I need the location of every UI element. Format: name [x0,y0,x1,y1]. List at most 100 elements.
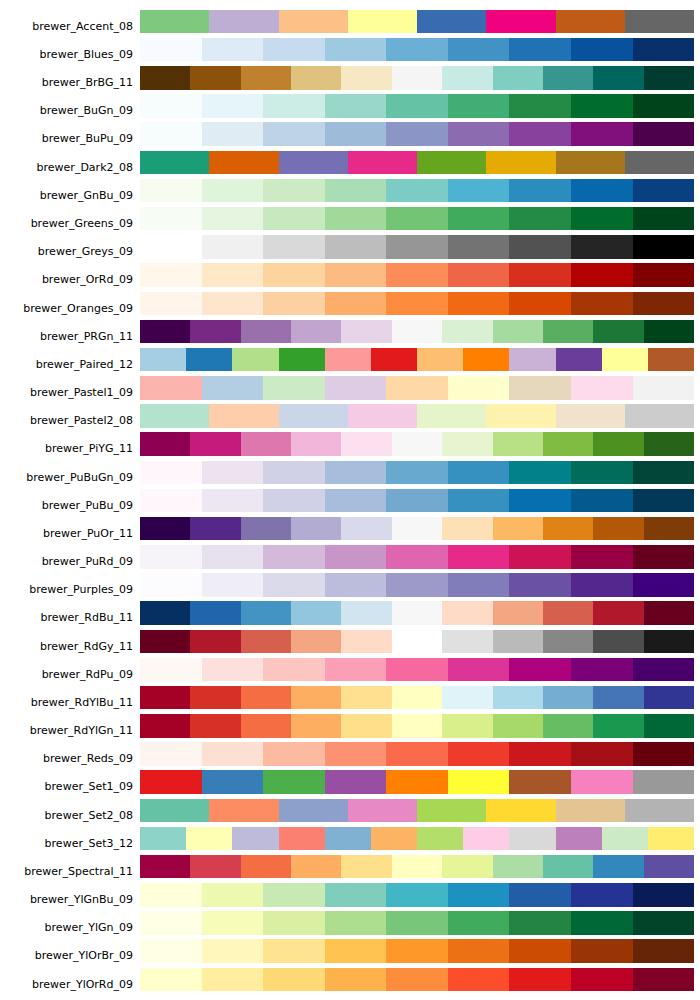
color-swatch [448,235,510,259]
palette-row: brewer_Set3_12 [0,827,700,851]
color-swatch [386,263,448,287]
color-swatch [509,883,571,907]
color-swatch [463,827,509,851]
color-swatch [633,263,695,287]
color-swatch [386,38,448,62]
color-swatch [325,292,387,316]
color-swatch [633,461,695,485]
color-swatch [209,10,278,34]
color-swatch [386,376,448,400]
color-swatch [386,207,448,231]
palette-label: brewer_OrRd_09 [0,268,133,291]
color-swatch [633,122,695,146]
palette-row: brewer_Greys_09 [0,235,700,259]
color-swatch [509,827,555,851]
color-swatch [140,207,202,231]
color-swatch [392,320,442,344]
color-swatch [392,714,442,738]
color-swatch [341,601,391,625]
color-swatch [648,348,694,372]
color-swatch [448,939,510,963]
color-swatch [325,348,371,372]
color-swatch [509,968,571,992]
palette-strip [140,207,694,231]
color-swatch [625,10,694,34]
color-swatch [241,714,291,738]
color-swatch [325,207,387,231]
palette-label: brewer_Pastel1_09 [0,381,133,404]
color-swatch [263,883,325,907]
palette-strip [140,235,694,259]
color-swatch [509,235,571,259]
color-swatch [140,432,190,456]
palette-strip [140,573,694,597]
color-swatch [202,235,264,259]
color-swatch [571,968,633,992]
palette-label: brewer_YlOrRd_09 [0,973,133,996]
color-swatch [417,10,486,34]
color-swatch [386,461,448,485]
color-swatch [202,489,264,513]
color-swatch [392,66,442,90]
color-swatch [140,630,190,654]
palette-row: brewer_Oranges_09 [0,292,700,316]
palette-strip [140,855,694,879]
palette-strip [140,94,694,118]
color-swatch [644,630,694,654]
color-swatch [543,686,593,710]
color-swatch [325,235,387,259]
color-swatch [543,432,593,456]
color-swatch [140,714,190,738]
color-swatch [202,770,264,794]
color-swatch [509,770,571,794]
color-swatch [633,883,695,907]
color-swatch [190,66,240,90]
color-swatch [593,432,643,456]
palette-label: brewer_Set3_12 [0,832,133,855]
color-swatch [325,94,387,118]
color-swatch [202,883,264,907]
color-swatch [140,601,190,625]
palette-strip [140,686,694,710]
palette-label: brewer_Paired_12 [0,353,133,376]
palette-label: brewer_RdYlBu_11 [0,691,133,714]
color-swatch [571,545,633,569]
palette-row: brewer_Spectral_11 [0,855,700,879]
color-swatch [190,320,240,344]
color-swatch [140,38,202,62]
color-swatch [509,292,571,316]
color-swatch [509,939,571,963]
color-swatch [209,404,278,428]
color-swatch [140,461,202,485]
color-swatch [486,151,555,175]
color-swatch [291,630,341,654]
color-swatch [593,66,643,90]
color-swatch [644,517,694,541]
color-swatch [325,658,387,682]
color-swatch [263,376,325,400]
color-swatch [644,66,694,90]
color-swatch [140,742,202,766]
color-swatch [291,432,341,456]
color-swatch [341,630,391,654]
palette-label: brewer_PuBu_09 [0,494,133,517]
color-swatch [202,376,264,400]
color-swatch [633,38,695,62]
color-swatch [140,66,190,90]
color-swatch [493,855,543,879]
color-swatch [325,573,387,597]
palette-label: brewer_PRGn_11 [0,325,133,348]
color-swatch [279,10,348,34]
color-swatch [633,939,695,963]
color-swatch [263,461,325,485]
color-swatch [442,630,492,654]
palette-label: brewer_YlGnBu_09 [0,888,133,911]
color-swatch [392,855,442,879]
color-swatch [442,432,492,456]
color-swatch [392,630,442,654]
color-swatch [291,714,341,738]
color-swatch [140,10,209,34]
color-swatch [625,151,694,175]
palette-label: brewer_BuPu_09 [0,127,133,150]
color-swatch [386,122,448,146]
